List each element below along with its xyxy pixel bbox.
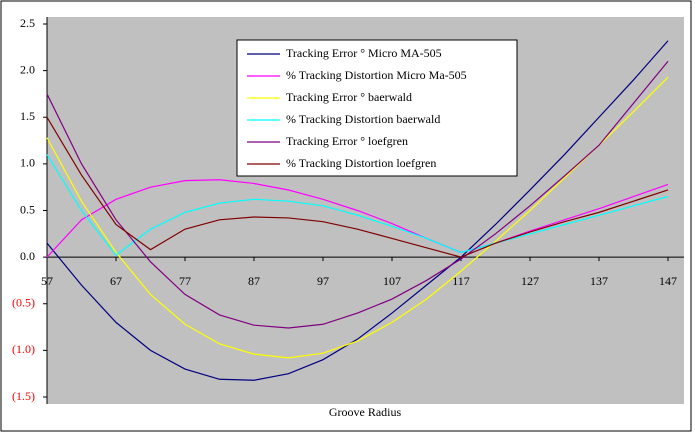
legend-label: % Tracking Distortion loefgren (286, 156, 436, 170)
legend-label: % Tracking Distortion baerwald (286, 112, 440, 126)
y-tick-label: 2.0 (20, 62, 35, 76)
y-tick-label: (0.5) (12, 296, 35, 310)
x-tick-label: 127 (521, 274, 539, 288)
x-tick-label: 97 (317, 274, 329, 288)
series-line (46, 154, 669, 257)
y-tick-label: 0.0 (20, 249, 35, 263)
y-tick-label: 1.5 (20, 109, 35, 123)
x-tick-label: 117 (452, 274, 470, 288)
x-axis-label: Groove Radius (329, 405, 402, 419)
legend-label: Tracking Error ° baerwald (286, 90, 412, 104)
series-line (46, 76, 669, 359)
legend (236, 39, 518, 177)
series-line (46, 116, 669, 258)
y-tick-label: 2.5 (20, 16, 35, 30)
legend-label: % Tracking Distortion Micro Ma-505 (286, 68, 467, 82)
x-tick-label: 67 (110, 274, 122, 288)
x-tick-label: 107 (383, 274, 401, 288)
series-line (46, 179, 669, 258)
y-tick-label: 1.0 (20, 156, 35, 170)
legend-label: Tracking Error ° Micro MA-505 (286, 46, 442, 60)
x-tick-label: 57 (41, 274, 53, 288)
series-line (46, 60, 669, 329)
x-tick-label: 87 (248, 274, 260, 288)
legend-label: Tracking Error ° loefgren (286, 134, 408, 148)
y-tick-label: 0.5 (20, 202, 35, 216)
y-tick-label: (1.0) (12, 342, 35, 356)
x-tick-label: 77 (179, 274, 191, 288)
x-tick-label: 147 (659, 274, 677, 288)
y-tick-label: (1.5) (12, 389, 35, 403)
series-line (46, 40, 669, 381)
x-tick-label: 137 (590, 274, 608, 288)
